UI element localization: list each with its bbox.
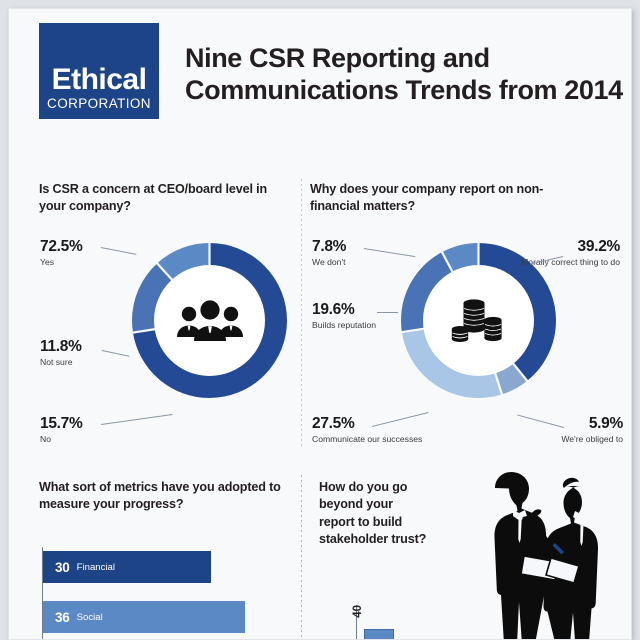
slice-separators	[132, 242, 211, 334]
callout-pct: 5.9%	[588, 415, 623, 432]
callout-pct: 7.8%	[312, 238, 347, 255]
callout-pct: 39.2%	[577, 238, 621, 255]
logo-subtitle: CORPORATION	[47, 96, 151, 111]
callout-ceo-yes: 72.5% Yes	[40, 238, 83, 268]
stakeholder-bar-1	[364, 629, 394, 639]
bar-social: 36 Social	[43, 601, 245, 633]
callout-why-obliged: 5.9% We're obliged to	[519, 415, 623, 445]
question-why-report: Why does your company report on non-fina…	[310, 182, 544, 214]
leader-line-why-builds-reputation	[377, 312, 398, 313]
callout-ceo-no: 15.7% No	[40, 415, 83, 445]
why-report-donut	[396, 238, 561, 403]
ceo-donut-svg	[132, 242, 287, 398]
callout-pct: 11.8%	[40, 338, 82, 355]
bar-category: Financial	[76, 561, 116, 573]
page-title: Nine CSR Reporting and Communications Tr…	[185, 43, 623, 105]
callout-label: Morally correct thing to do	[521, 257, 620, 268]
coin-stacks-icon	[451, 298, 502, 342]
bar-value: 30	[55, 559, 70, 575]
callout-label: Communicate our successes	[312, 434, 423, 445]
infographic-page: Ethical CORPORATION Nine CSR Reporting a…	[8, 8, 632, 640]
logo-wordmark: Ethical	[51, 63, 147, 96]
ethical-corporation-logo: Ethical CORPORATION	[39, 23, 159, 119]
callout-label: We don't	[312, 257, 346, 268]
leader-line-ceo-not-sure	[101, 350, 130, 357]
slice-communicate	[401, 243, 556, 398]
header: Ethical CORPORATION Nine CSR Reporting a…	[9, 9, 631, 159]
callout-label: We're obliged to	[561, 434, 623, 445]
panel-divider-top	[301, 179, 302, 449]
leader-line-ceo-no	[101, 413, 173, 425]
callout-why-communicate: 27.5% Communicate our successes	[312, 415, 423, 445]
question-stakeholder-trust: How do you go beyond your report to buil…	[319, 480, 427, 547]
callout-why-morally-correct: 39.2% Morally correct thing to do	[485, 238, 621, 268]
callout-label: Not sure	[40, 357, 73, 368]
ceo-concern-donut	[127, 238, 292, 403]
callout-label: No	[40, 434, 51, 445]
callout-why-we-dont: 7.8% We don't	[312, 238, 347, 268]
bar-value: 36	[55, 609, 70, 625]
callout-pct: 19.6%	[312, 301, 355, 318]
stakeholder-axis	[356, 605, 357, 639]
question-ceo-concern: Is CSR a concern at CEO/board level in y…	[39, 182, 268, 214]
slice-no	[132, 243, 287, 398]
callout-label: Yes	[40, 257, 55, 268]
callout-label: Builds reputation	[312, 320, 377, 331]
callout-pct: 15.7%	[40, 415, 83, 432]
callout-pct: 72.5%	[40, 238, 83, 255]
panel-divider-bottom	[301, 475, 302, 639]
callout-pct: 27.5%	[312, 415, 355, 432]
question-metrics: What sort of metrics have you adopted to…	[39, 480, 281, 512]
callout-why-builds-reputation: 19.6% Builds reputation	[312, 301, 390, 331]
metrics-axis	[42, 547, 43, 639]
ceo-donut-center	[154, 265, 265, 376]
why-donut-svg	[401, 242, 556, 398]
stakeholder-axis-tick-40: 40	[351, 605, 364, 618]
bar-category: Social	[76, 611, 103, 623]
two-businessmen-silhouette	[494, 472, 599, 639]
callout-ceo-not-sure: 11.8% Not sure	[40, 338, 82, 368]
why-donut-center	[423, 265, 534, 376]
people-group-icon	[176, 299, 243, 341]
slice-builds-reputation	[401, 243, 556, 398]
bar-financial: 30 Financial	[43, 551, 211, 583]
slice-separators	[401, 242, 529, 396]
